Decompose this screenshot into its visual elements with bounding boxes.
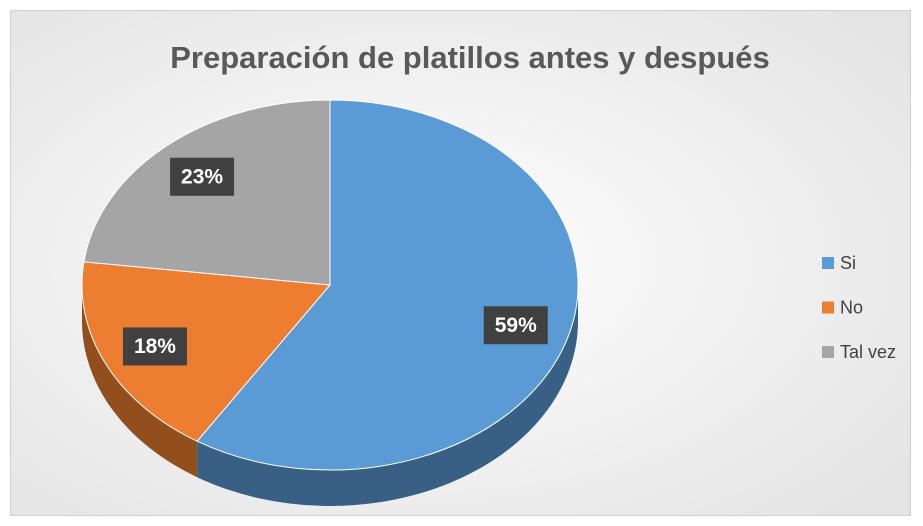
data-label: 18% — [134, 335, 176, 358]
pie-slice — [196, 99, 579, 471]
chart-title: Preparación de platillos antes y después — [170, 40, 770, 75]
data-label-box — [483, 306, 548, 345]
legend-label: Si — [840, 253, 856, 273]
pie-slice — [81, 261, 332, 442]
data-label: 23% — [181, 165, 223, 188]
pie-side — [197, 285, 578, 506]
data-label-box — [122, 327, 187, 366]
data-label-box — [170, 157, 235, 196]
pie-side — [81, 285, 198, 478]
legend-label: No — [840, 297, 863, 317]
legend-swatch — [822, 346, 834, 358]
legend-label: Tal vez — [840, 342, 896, 362]
legend-swatch — [822, 301, 834, 314]
data-label: 59% — [495, 314, 537, 337]
legend-swatch — [822, 257, 834, 269]
